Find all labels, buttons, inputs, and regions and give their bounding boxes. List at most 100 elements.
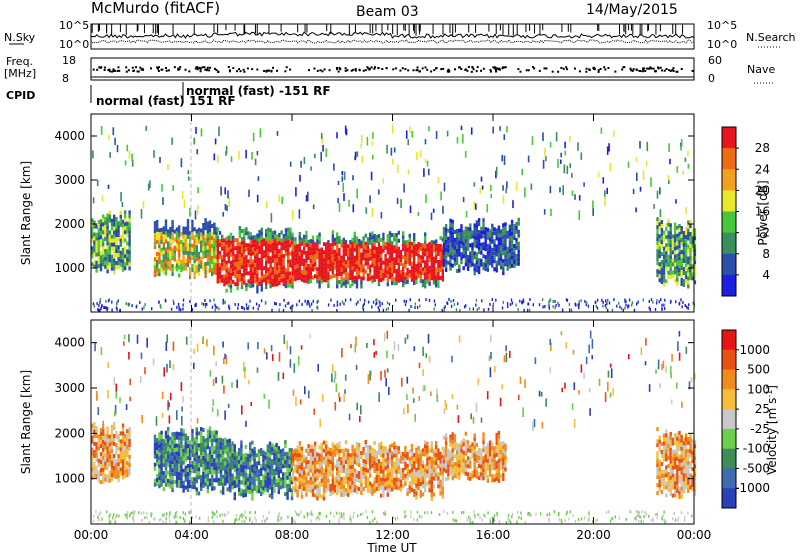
power-cell bbox=[271, 266, 274, 271]
power-cell bbox=[360, 284, 363, 289]
power-cell bbox=[278, 253, 281, 257]
power-cell bbox=[258, 237, 261, 242]
velocity-cell bbox=[358, 471, 361, 476]
power-cell bbox=[160, 231, 163, 236]
power-ground-cell bbox=[182, 298, 185, 302]
velocity-cell bbox=[333, 464, 337, 469]
velocity-cell bbox=[178, 484, 181, 489]
power-sparse-cell bbox=[372, 132, 374, 139]
power-cell bbox=[482, 222, 485, 227]
power-ground-cell bbox=[443, 308, 445, 312]
power-cell bbox=[693, 236, 697, 241]
power-cell bbox=[682, 235, 686, 239]
freq-dot bbox=[108, 70, 111, 73]
power-cell bbox=[678, 236, 681, 241]
power-cell bbox=[449, 266, 452, 271]
power-cell bbox=[399, 258, 403, 262]
velocity-cell bbox=[421, 476, 425, 481]
velocity-cell bbox=[99, 464, 103, 469]
power-cell bbox=[182, 266, 185, 271]
power-cell bbox=[506, 230, 509, 235]
velocity-cell bbox=[336, 471, 339, 476]
velocity-cell bbox=[277, 482, 280, 487]
velocity-cell bbox=[246, 477, 250, 482]
power-cell bbox=[484, 231, 487, 236]
power-cell bbox=[167, 253, 170, 258]
power-cell bbox=[318, 252, 321, 257]
power-cell bbox=[160, 263, 163, 268]
power-sparse-cell bbox=[400, 199, 402, 209]
velocity-cell bbox=[206, 461, 209, 466]
power-cell bbox=[238, 254, 241, 258]
power-cell bbox=[347, 280, 350, 285]
power-cell bbox=[473, 223, 476, 228]
power-cell bbox=[115, 229, 118, 233]
power-ground-cell bbox=[289, 306, 292, 310]
power-cell bbox=[240, 249, 244, 254]
power-sparse-cell bbox=[479, 187, 482, 195]
velocity-cell bbox=[327, 462, 330, 467]
power-cell bbox=[687, 220, 690, 225]
power-cell bbox=[491, 227, 494, 232]
velocity-cell bbox=[286, 487, 289, 492]
power-cell bbox=[229, 240, 233, 245]
velocity-cell bbox=[251, 492, 254, 497]
power-cell bbox=[355, 252, 359, 257]
power-cell bbox=[325, 250, 328, 255]
freq-panel: Freq. [MHz] 18 8 60 0 Nave bbox=[4, 54, 775, 85]
power-cell bbox=[388, 251, 392, 256]
freq-dot bbox=[407, 69, 410, 72]
power-cell bbox=[484, 235, 487, 240]
power-cell bbox=[115, 233, 118, 237]
power-cell bbox=[128, 210, 131, 215]
velocity-cell bbox=[173, 472, 176, 476]
power-cell bbox=[689, 268, 692, 272]
power-cell bbox=[451, 227, 454, 232]
power-cell bbox=[656, 261, 659, 266]
power-cell bbox=[213, 266, 216, 271]
power-cell bbox=[254, 247, 257, 252]
velocity-cell bbox=[271, 487, 274, 492]
velocity-cell bbox=[175, 459, 179, 464]
power-cell bbox=[338, 252, 341, 256]
power-cell bbox=[289, 283, 292, 288]
velocity-cell bbox=[336, 459, 339, 464]
power-sparse-cell bbox=[656, 190, 659, 199]
velocity-cell bbox=[279, 457, 283, 462]
power-cell bbox=[298, 247, 301, 252]
power-cell bbox=[491, 263, 494, 268]
power-cell bbox=[282, 274, 285, 279]
freq-dot bbox=[416, 66, 419, 69]
velocity-cell bbox=[171, 488, 174, 493]
power-cell bbox=[669, 255, 672, 260]
velocity-cell bbox=[206, 429, 209, 434]
velocity-cell bbox=[355, 453, 359, 458]
power-ground-cell bbox=[301, 303, 303, 306]
power-cell bbox=[298, 275, 301, 280]
velocity-cell bbox=[353, 448, 356, 453]
power-sparse-cell bbox=[341, 176, 344, 182]
freq-dot bbox=[404, 68, 407, 71]
velocity-cell bbox=[424, 472, 427, 477]
velocity-cell bbox=[175, 471, 179, 476]
power-sparse-cell bbox=[254, 158, 257, 166]
power-cell bbox=[369, 252, 372, 257]
velocity-cell bbox=[219, 465, 223, 470]
velocity-cell bbox=[439, 459, 442, 464]
power-cell bbox=[678, 232, 681, 237]
velocity-cell bbox=[204, 446, 207, 451]
freq-dot bbox=[621, 68, 624, 71]
velocity-cell bbox=[415, 487, 418, 492]
power-cell bbox=[371, 243, 374, 248]
velocity-cell bbox=[413, 453, 416, 457]
power-cell bbox=[262, 254, 266, 259]
velocity-cell bbox=[322, 468, 326, 473]
velocity-cell bbox=[298, 453, 301, 458]
power-cell bbox=[260, 239, 263, 244]
velocity-cell bbox=[349, 477, 352, 482]
power-ground-cell bbox=[605, 306, 607, 310]
velocity-cell bbox=[110, 428, 114, 433]
freq-dot bbox=[204, 68, 207, 71]
velocity-cell bbox=[178, 460, 181, 465]
